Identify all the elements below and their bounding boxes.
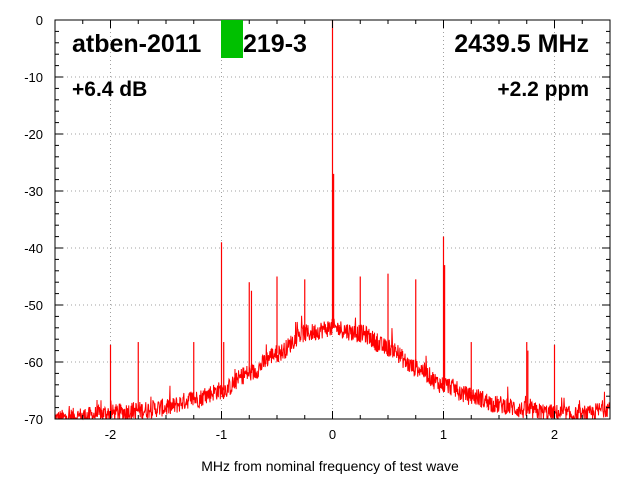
noise-floor-line <box>54 315 611 421</box>
y-tick-label: -30 <box>24 184 43 199</box>
y-tick-label: -40 <box>24 241 43 256</box>
ppm-label: +2.2 ppm <box>497 78 589 101</box>
y-tick-label: -20 <box>24 127 43 142</box>
title-frequency: 2439.5 MHz <box>454 30 589 58</box>
y-tick-label: -50 <box>24 298 43 313</box>
axes-layer <box>54 19 611 420</box>
x-tick-label: -1 <box>216 427 228 442</box>
x-axis-label: MHz from nominal frequency of test wave <box>201 458 459 474</box>
marker-block <box>221 20 243 58</box>
title-device-suffix: 219-3 <box>243 30 307 58</box>
x-tick-label: 2 <box>551 427 558 442</box>
x-tick-label: -2 <box>105 427 117 442</box>
title-device-label: atben-2011 <box>72 30 201 58</box>
gain-label: +6.4 dB <box>72 78 147 101</box>
series-layer <box>54 20 611 421</box>
x-tick-label: 1 <box>440 427 447 442</box>
y-tick-label: -10 <box>24 70 43 85</box>
x-tick-label: 0 <box>329 427 336 442</box>
tick-label-layer: -2 -1 0 1 20-10-20-30-40-50-60-70 <box>24 13 558 442</box>
y-tick-label: -70 <box>24 412 43 427</box>
y-tick-label: -60 <box>24 355 43 370</box>
y-tick-label: 0 <box>36 13 43 28</box>
